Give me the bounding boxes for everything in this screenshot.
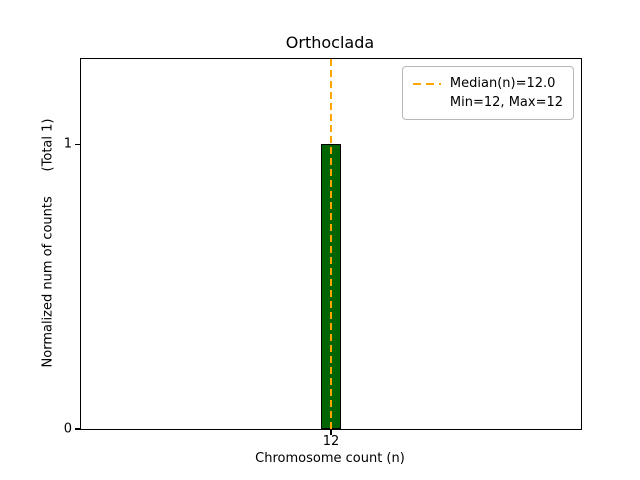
legend-entry-minmax: Min=12, Max=12 [413,93,563,112]
plot-area: Median(n)=12.0 Min=12, Max=12 [80,58,582,430]
y-tick-label-0: 0 [63,421,72,437]
y-axis-label: Normalized num of counts (Total 1) [40,118,56,368]
y-tick-mark [75,428,80,430]
legend-label-minmax: Min=12, Max=12 [449,95,563,110]
chart-title: Orthoclada [285,33,375,52]
x-tick-label: 12 [322,434,340,449]
y-tick-label-1: 1 [63,136,72,152]
legend-entry-median: Median(n)=12.0 [412,74,563,93]
dashed-line-icon [412,82,441,85]
legend: Median(n)=12.0 Min=12, Max=12 [401,66,574,120]
legend-label-median: Median(n)=12.0 [449,76,556,91]
median-line [330,59,332,429]
x-tick-mark [330,430,332,435]
y-tick-mark [75,143,80,146]
legend-spacer [413,102,441,104]
x-axis-label: Chromosome count (n) [255,451,405,466]
